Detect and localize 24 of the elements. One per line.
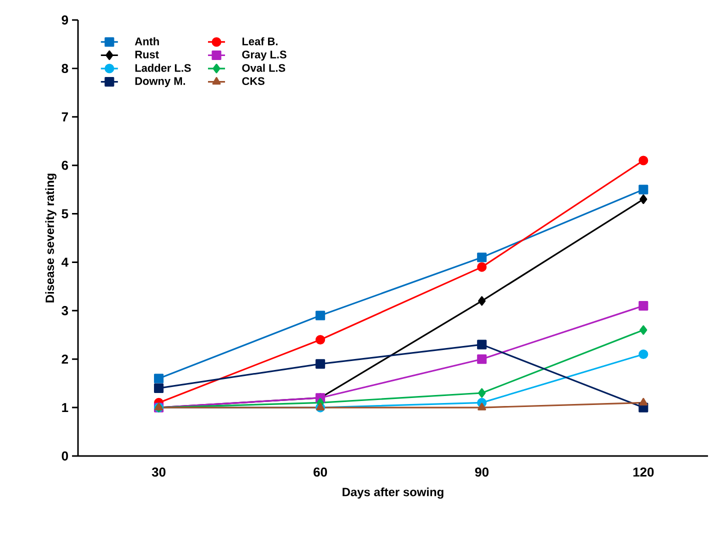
legend-label: Ladder L.S [135,64,191,72]
x-tick-label: 90 [475,467,489,477]
legend-label: Rust [135,50,159,58]
y-tick-label: 7 [62,112,68,122]
y-tick-label: 3 [62,306,68,316]
y-tick-label: 8 [62,64,68,74]
legend-label: CKS [242,77,264,85]
legend-label: Anth [134,37,159,46]
y-tick-label: 0 [62,451,68,461]
y-tick-label: 9 [62,15,68,25]
y-tick-label: 1 [62,403,68,412]
x-tick-label: 60 [314,467,327,477]
legend-label: Downy M. [135,77,186,88]
legend-label: Gray L.S [242,50,286,61]
x-tick-label: 30 [152,467,166,477]
y-axis-title: Disease severity rating [45,174,56,302]
x-tick-label: 120 [633,467,654,477]
y-tick-label: 2 [62,354,68,364]
legend-label: Leaf B. [242,37,278,46]
y-tick-label: 5 [62,209,68,218]
y-tick-label: 6 [62,160,68,170]
y-tick-label: 4 [62,258,68,267]
x-axis-title: Days after sowing [342,487,444,499]
legend-label: Oval L.S [242,64,286,72]
